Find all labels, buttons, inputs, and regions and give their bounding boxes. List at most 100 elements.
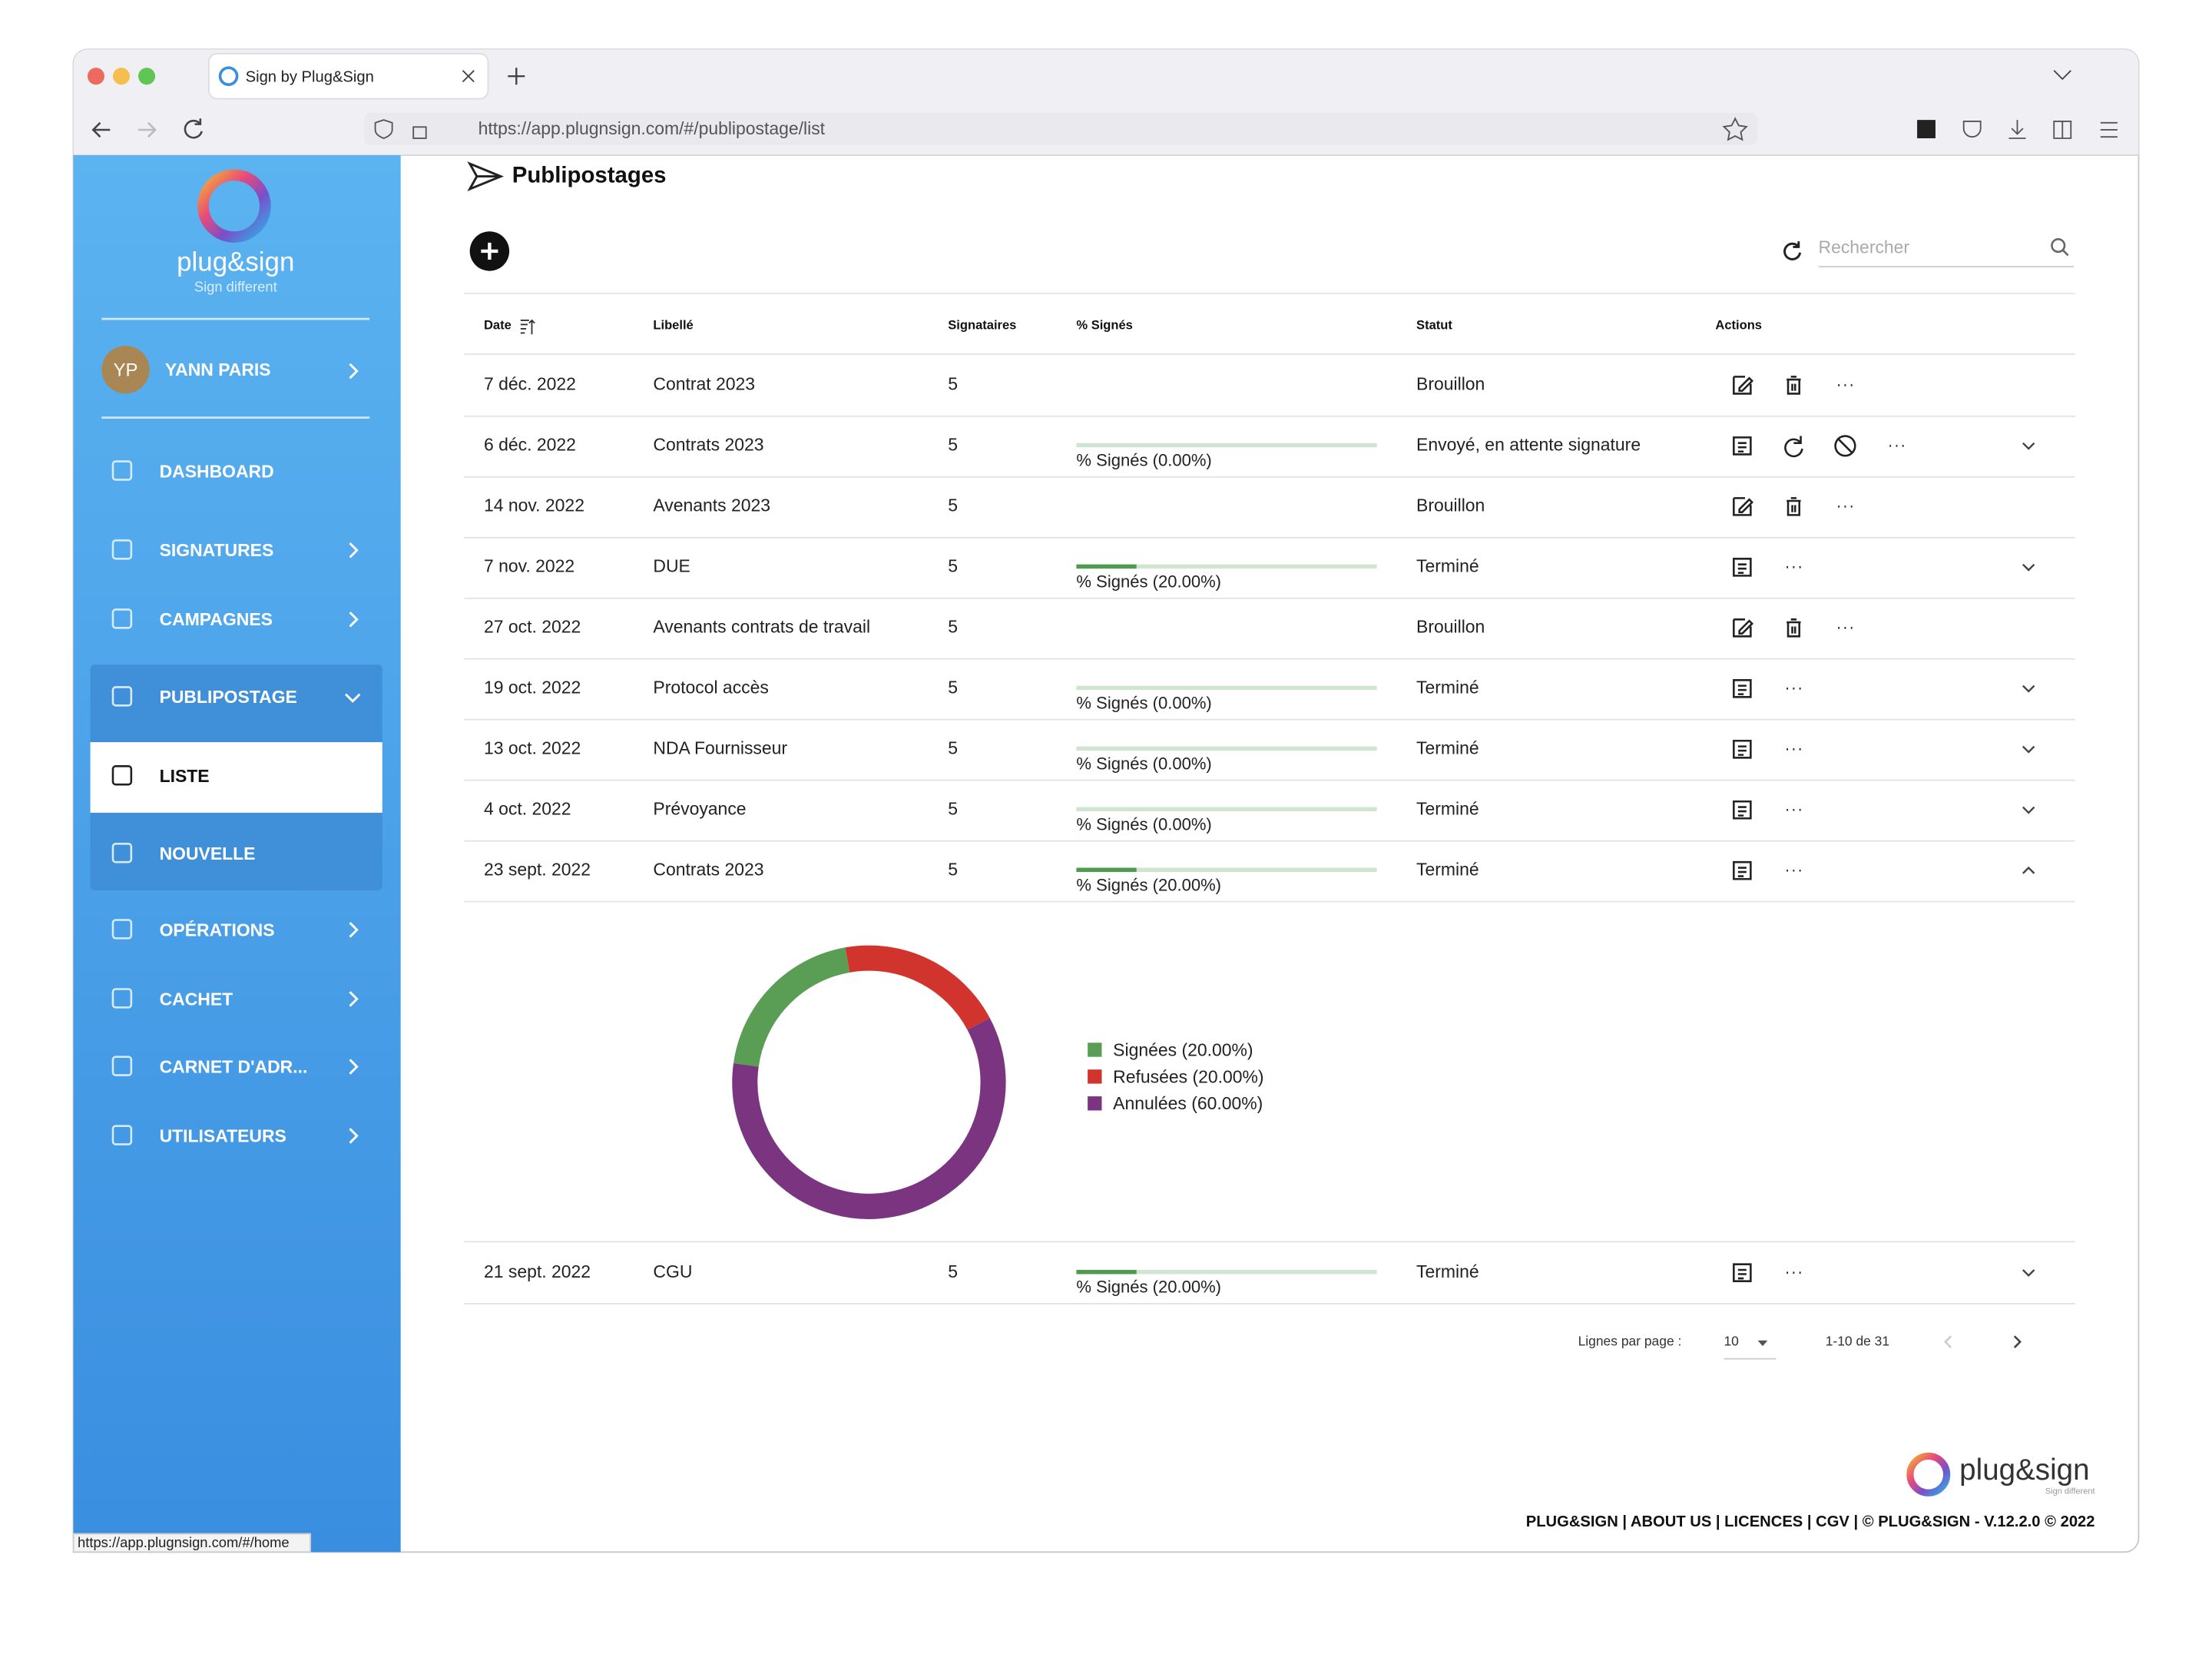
- legend-label: Refusées (20.00%): [1113, 1066, 1263, 1086]
- refresh-button[interactable]: [1783, 241, 1802, 260]
- menu-item[interactable]: UTILISATEURS: [160, 1125, 286, 1145]
- progress-track: [1076, 807, 1377, 812]
- expand[interactable]: [2022, 684, 2035, 693]
- avatar-initials: YP: [114, 360, 138, 380]
- expand[interactable]: [2022, 563, 2035, 572]
- expand[interactable]: [2022, 1269, 2035, 1278]
- legend-swatch: [1088, 1096, 1102, 1111]
- next-page[interactable]: [2013, 1335, 2022, 1348]
- cell-status: Terminé: [1416, 1261, 1479, 1281]
- prev-page[interactable]: [1944, 1335, 1952, 1348]
- extension-icon[interactable]: [1917, 120, 1936, 138]
- cell-signers: 5: [948, 738, 958, 757]
- chevron: [349, 542, 359, 559]
- action-del[interactable]: [1786, 497, 1801, 516]
- sort-icon: [520, 319, 535, 335]
- expand[interactable]: [2022, 806, 2035, 814]
- action-doc[interactable]: [1733, 1263, 1752, 1282]
- cell-label: NDA Fournisseur: [653, 738, 787, 757]
- url: https://app.plugnsign.com/#/publipostage…: [478, 118, 826, 138]
- progress-label: % Signés (0.00%): [1076, 754, 1211, 773]
- url-bar[interactable]: [363, 112, 1758, 146]
- avatar[interactable]: [101, 345, 150, 394]
- action-refresh[interactable]: [1784, 436, 1803, 458]
- menu-item[interactable]: LISTE: [160, 766, 210, 786]
- chevron: [349, 1128, 359, 1144]
- zoom-window[interactable]: [138, 68, 156, 85]
- column-header: Libellé: [653, 318, 693, 333]
- cell-signers: 5: [948, 616, 958, 636]
- cell-label: Avenants 2023: [653, 495, 770, 515]
- forward[interactable]: [138, 121, 157, 138]
- action-edit[interactable]: [1733, 497, 1754, 516]
- cell-label: Contrats 2023: [653, 434, 763, 454]
- menu-item[interactable]: NOUVELLE: [160, 844, 256, 863]
- close-window[interactable]: [87, 68, 104, 85]
- menu-item[interactable]: CARNET D'ADR...: [160, 1056, 308, 1076]
- cell-status: Terminé: [1416, 859, 1479, 879]
- action-edit[interactable]: [1733, 376, 1754, 395]
- user-name[interactable]: YANN PARIS: [165, 360, 271, 380]
- legend-label: Annulées (60.00%): [1113, 1093, 1263, 1113]
- bookmark-star[interactable]: [1722, 117, 1748, 141]
- rows-per-page[interactable]: 10: [1724, 1333, 1739, 1348]
- action-doc[interactable]: [1733, 558, 1752, 577]
- action-block[interactable]: [1834, 435, 1856, 457]
- menu-item[interactable]: PUBLIPOSTAGE: [160, 687, 297, 707]
- search-icon[interactable]: [2051, 238, 2066, 254]
- page-title: Publipostages: [512, 162, 667, 187]
- chevron: [349, 922, 359, 938]
- menu-icon: [111, 843, 133, 863]
- action-del[interactable]: [1786, 618, 1801, 638]
- footer-logo-mark: [1906, 1452, 1951, 1497]
- cell-status: Terminé: [1416, 555, 1479, 575]
- tab-favicon: [218, 66, 239, 87]
- search-input[interactable]: Rechercher: [1819, 237, 1910, 257]
- action-edit[interactable]: [1733, 618, 1754, 638]
- progress-label: % Signés (20.00%): [1076, 1278, 1221, 1297]
- cell-signers: 5: [948, 677, 958, 697]
- legend-swatch: [1088, 1042, 1102, 1057]
- back[interactable]: [91, 121, 111, 138]
- reload[interactable]: [184, 118, 203, 139]
- action-doc[interactable]: [1733, 739, 1752, 759]
- progress-track: [1076, 1270, 1377, 1274]
- footer-links[interactable]: PLUG&SIGN | ABOUT US | LICENCES | CGV | …: [1526, 1513, 2095, 1530]
- page-range: 1-10 de 31: [1826, 1333, 1889, 1348]
- progress-label: % Signés (20.00%): [1076, 875, 1221, 894]
- action-doc[interactable]: [1733, 860, 1752, 880]
- cell-date: 6 déc. 2022: [484, 434, 576, 454]
- chevron: [349, 363, 359, 380]
- cell-date: 21 sept. 2022: [484, 1261, 591, 1281]
- action-del[interactable]: [1786, 376, 1801, 395]
- cell-date: 7 nov. 2022: [484, 555, 575, 575]
- minimize-window[interactable]: [112, 68, 131, 85]
- menu-item[interactable]: OPÉRATIONS: [160, 920, 275, 940]
- menu-item[interactable]: CAMPAGNES: [160, 609, 273, 629]
- action-doc[interactable]: [1733, 436, 1752, 456]
- logo-mark: [197, 169, 271, 243]
- menu-item[interactable]: CACHET: [160, 989, 233, 1009]
- cell-status: Terminé: [1416, 677, 1479, 697]
- menu-item[interactable]: DASHBOARD: [160, 461, 274, 481]
- expand[interactable]: [2022, 442, 2035, 450]
- tab-list[interactable]: [2053, 70, 2071, 81]
- action-doc[interactable]: [1733, 800, 1752, 820]
- tab-close[interactable]: [462, 70, 475, 83]
- new-tab[interactable]: [508, 68, 525, 85]
- action-doc[interactable]: [1733, 678, 1752, 698]
- progress-bar: [1076, 1270, 1137, 1274]
- progress-label: % Signés (0.00%): [1076, 450, 1211, 469]
- menu-icon: [111, 539, 133, 560]
- tab[interactable]: [207, 52, 489, 100]
- cell-label: Prévoyance: [653, 798, 746, 818]
- collapse[interactable]: [2022, 866, 2035, 874]
- toolbar-icons[interactable]: [1962, 120, 2118, 139]
- expand[interactable]: [2022, 745, 2035, 754]
- cell-date: 27 oct. 2022: [484, 616, 581, 636]
- column-header[interactable]: Date: [484, 318, 512, 333]
- menu-item[interactable]: SIGNATURES: [160, 540, 274, 560]
- cell-status: Envoyé, en attente signature: [1416, 434, 1641, 454]
- cell-label: Contrat 2023: [653, 373, 755, 393]
- cell-signers: 5: [948, 859, 958, 879]
